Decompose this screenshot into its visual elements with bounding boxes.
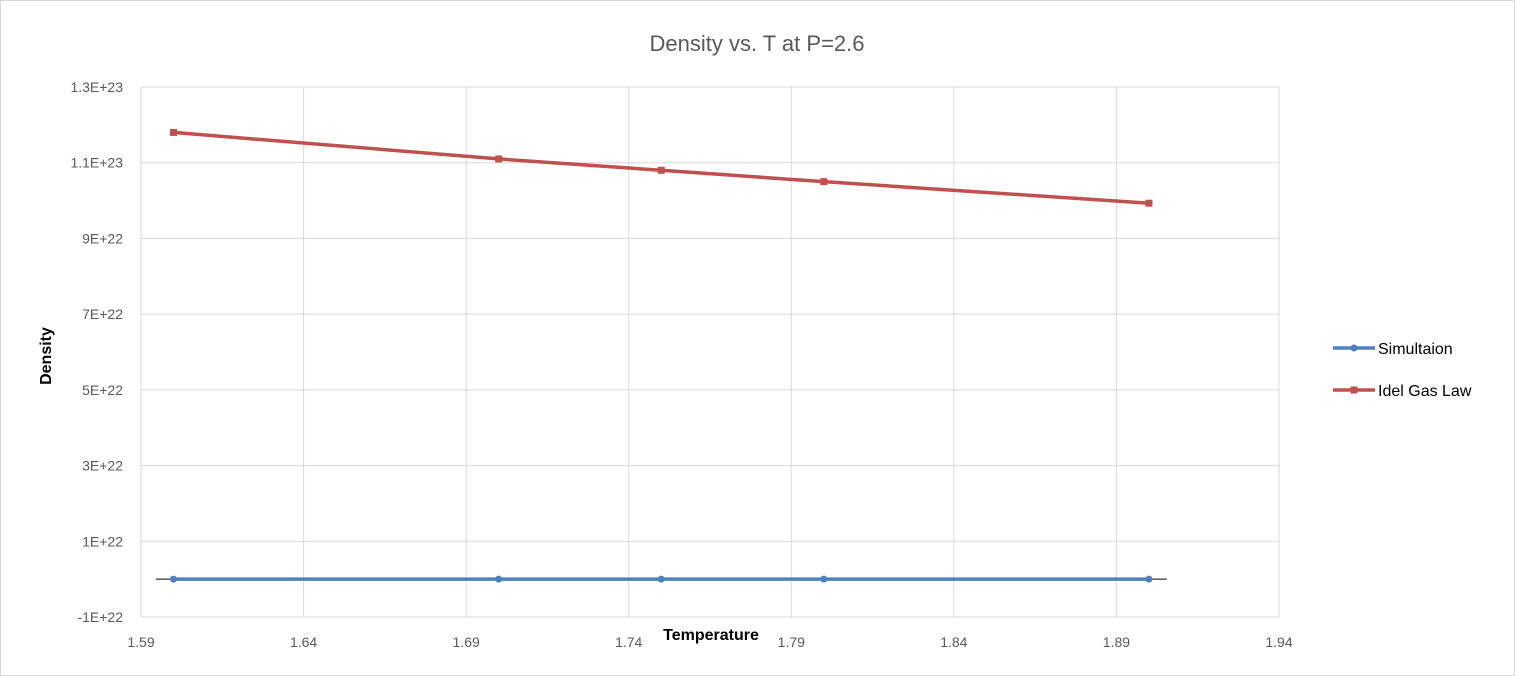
data-point <box>657 575 665 583</box>
y-axis-ticks: -1E+22 1E+22 3E+22 5E+22 7E+22 9E+22 1.1E+23 1.… <box>70 79 123 625</box>
y-tick-label: 7E+22 <box>82 306 123 322</box>
data-point <box>1145 199 1153 207</box>
x-tick-label: 1.89 <box>1103 634 1130 650</box>
legend-marker <box>1350 344 1358 352</box>
x-tick-label: 1.69 <box>453 634 480 650</box>
y-tick-label: 1.1E+23 <box>70 155 123 171</box>
legend-label: Idel Gas Law <box>1378 383 1472 400</box>
data-point <box>820 575 828 583</box>
data-point <box>170 575 178 583</box>
chart-title: Density vs. T at P=2.6 <box>649 31 864 56</box>
x-tick-label: 1.59 <box>127 634 154 650</box>
x-tick-label: 1.79 <box>778 634 805 650</box>
legend-item: Simultaion <box>1333 341 1453 358</box>
y-tick-label: -1E+22 <box>77 609 123 625</box>
series-2 <box>170 128 1153 207</box>
series-layer <box>170 128 1153 583</box>
legend-marker <box>1350 386 1358 394</box>
series-1 <box>170 575 1153 583</box>
grid <box>140 86 1280 618</box>
legend-label: Simultaion <box>1378 341 1453 358</box>
x-tick-label: 1.74 <box>615 634 642 650</box>
data-point <box>820 178 828 186</box>
y-tick-label: 5E+22 <box>82 382 123 398</box>
y-axis-title: Density <box>38 327 55 385</box>
x-tick-label: 1.94 <box>1265 634 1292 650</box>
legend-item: Idel Gas Law <box>1333 383 1472 400</box>
data-point <box>1145 575 1153 583</box>
data-point <box>495 575 503 583</box>
x-axis-title: Temperature <box>663 627 759 644</box>
data-point <box>495 155 503 163</box>
x-axis-ticks: 1.59 1.64 1.69 1.74 1.79 1.84 1.89 1.94 <box>127 634 1292 650</box>
legend: Simultaion Idel Gas Law <box>1333 341 1472 400</box>
data-point <box>657 166 665 174</box>
x-tick-label: 1.84 <box>940 634 967 650</box>
data-point <box>170 128 178 136</box>
y-tick-label: 9E+22 <box>82 230 123 246</box>
y-tick-label: 1E+22 <box>82 533 123 549</box>
x-tick-label: 1.64 <box>290 634 317 650</box>
y-tick-label: 1.3E+23 <box>70 79 123 95</box>
y-tick-label: 3E+22 <box>82 458 123 474</box>
